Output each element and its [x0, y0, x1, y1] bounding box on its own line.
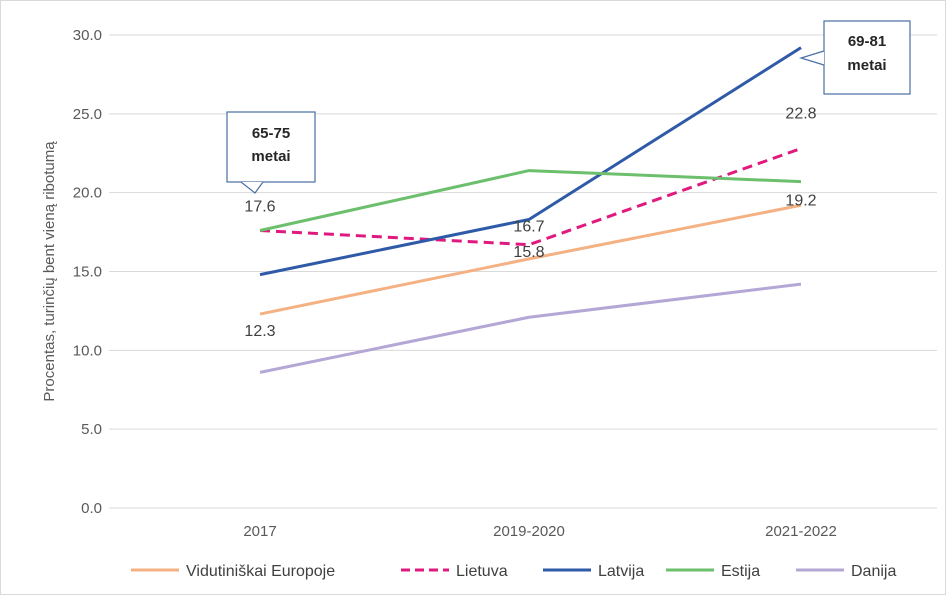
y-axis-label: Procentas, turinčių bent vieną ribotumą: [41, 141, 58, 402]
data-label: 19.2: [785, 192, 816, 209]
x-tick-label: 2017: [243, 523, 276, 540]
callout-text: 69-81: [848, 33, 886, 50]
callout-text: metai: [847, 57, 886, 74]
series-line: [259, 169, 802, 232]
y-tick-label: 20.0: [73, 185, 102, 202]
legend-label: Vidutiniškai Europoje: [186, 563, 335, 580]
data-label: 17.6: [244, 199, 275, 216]
series-line: [259, 147, 802, 247]
callout-text: 65-75: [252, 125, 290, 142]
legend-label: Estija: [721, 563, 760, 580]
data-label: 22.8: [785, 106, 816, 123]
series-line: [259, 203, 802, 316]
legend-label: Lietuva: [456, 563, 508, 580]
y-tick-label: 0.0: [81, 500, 102, 517]
y-tick-label: 10.0: [73, 342, 102, 359]
callout-box: [226, 111, 316, 183]
series-line: [259, 46, 802, 277]
callout-text: metai: [251, 148, 290, 165]
y-tick-label: 5.0: [81, 421, 102, 438]
callout-tail: [240, 181, 264, 194]
y-tick-label: 30.0: [73, 27, 102, 44]
legend-label: Latvija: [598, 563, 644, 580]
y-tick-label: 25.0: [73, 106, 102, 123]
data-label: 12.3: [244, 323, 275, 340]
x-tick-label: 2021-2022: [765, 523, 837, 540]
series-line: [259, 282, 802, 374]
data-label: 16.7: [513, 219, 544, 236]
data-label: 15.8: [513, 244, 544, 261]
callout-tail: [798, 50, 825, 66]
legend-label: Danija: [851, 563, 896, 580]
y-tick-label: 15.0: [73, 264, 102, 281]
x-tick-label: 2019-2020: [493, 523, 565, 540]
